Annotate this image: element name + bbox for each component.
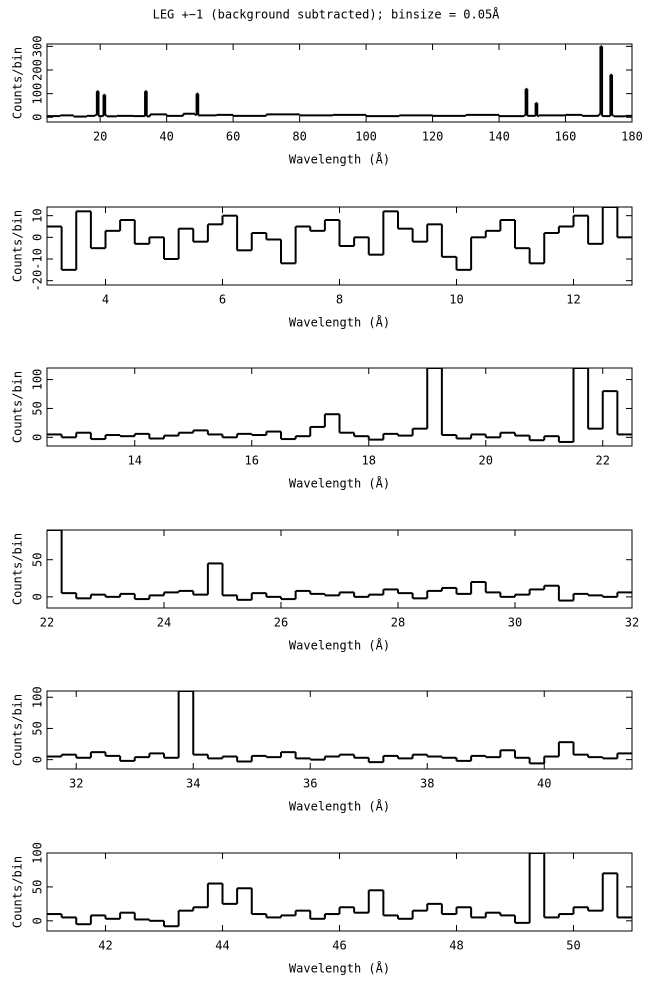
frame: [46, 690, 633, 770]
plot-area: [47, 530, 632, 602]
y-tick-label: 0: [31, 234, 45, 241]
plot-area: [47, 207, 632, 271]
x-tick-label: 10: [449, 293, 463, 307]
x-axis-label: Wavelength (Å): [289, 961, 390, 976]
x-tick-label: 180: [621, 130, 643, 144]
x-tick-label: 22: [596, 454, 610, 468]
x-tick-label: 120: [422, 130, 444, 144]
y-tick-label: 0: [31, 917, 45, 924]
x-tick-label: 38: [420, 777, 434, 791]
x-tick-label: 6: [219, 293, 226, 307]
x-tick-label: 20: [93, 130, 107, 144]
y-tick-label: 200: [31, 59, 45, 81]
x-tick-label: 34: [186, 777, 200, 791]
y-tick-label: 100: [31, 686, 45, 708]
y-tick-label: 0: [31, 114, 45, 121]
x-tick-label: 80: [292, 130, 306, 144]
y-tick-label: 50: [31, 552, 45, 566]
x-axis-label: Wavelength (Å): [289, 638, 390, 653]
x-tick-label: 100: [355, 130, 377, 144]
y-tick-label: -10: [31, 248, 45, 270]
plot-area: [47, 853, 632, 928]
y-axis-label: Counts/bin: [11, 371, 25, 443]
y-tick-label: 0: [31, 756, 45, 763]
x-tick-label: 32: [625, 616, 639, 630]
x-tick-label: 16: [245, 454, 259, 468]
x-tick-label: 24: [157, 616, 171, 630]
y-tick-label: 100: [31, 83, 45, 105]
x-tick-label: 4: [102, 293, 109, 307]
x-tick-label: 160: [555, 130, 577, 144]
frame: [46, 43, 633, 123]
x-tick-label: 60: [226, 130, 240, 144]
y-tick-label: 50: [31, 721, 45, 735]
x-tick-label: 26: [274, 616, 288, 630]
x-tick-label: 46: [332, 939, 346, 953]
plot-area: [47, 45, 632, 118]
x-tick-label: 18: [362, 454, 376, 468]
y-tick-label: 0: [31, 434, 45, 441]
x-tick-label: 44: [215, 939, 229, 953]
x-axis-label: Wavelength (Å): [289, 799, 390, 814]
x-tick-label: 12: [566, 293, 580, 307]
y-axis-label: Counts/bin: [11, 533, 25, 605]
x-tick-label: 50: [566, 939, 580, 953]
x-tick-label: 22: [40, 616, 54, 630]
y-tick-label: 10: [31, 208, 45, 222]
y-tick-label: 100: [31, 369, 45, 391]
plot-area: [47, 368, 632, 443]
frame: [46, 529, 633, 609]
plot-area: [47, 691, 632, 765]
x-tick-label: 30: [508, 616, 522, 630]
x-axis-label: Wavelength (Å): [289, 152, 390, 167]
y-tick-label: 50: [31, 401, 45, 415]
x-axis-label: Wavelength (Å): [289, 476, 390, 491]
x-tick-label: 20: [479, 454, 493, 468]
y-axis-label: Counts/bin: [11, 210, 25, 282]
x-tick-label: 8: [336, 293, 343, 307]
y-axis-label: Counts/bin: [11, 47, 25, 119]
x-tick-label: 40: [537, 777, 551, 791]
x-tick-label: 36: [303, 777, 317, 791]
y-tick-label: 0: [31, 593, 45, 600]
x-tick-label: 32: [69, 777, 83, 791]
x-tick-label: 42: [98, 939, 112, 953]
y-tick-label: -20: [31, 270, 45, 292]
x-tick-label: 14: [128, 454, 142, 468]
x-tick-label: 140: [488, 130, 510, 144]
y-tick-label: 50: [31, 880, 45, 894]
x-axis-label: Wavelength (Å): [289, 315, 390, 330]
x-tick-label: 28: [391, 616, 405, 630]
frame: [46, 367, 633, 447]
x-tick-label: 48: [449, 939, 463, 953]
page-title: LEG +−1 (background subtracted); binsize…: [153, 7, 501, 22]
y-tick-label: 300: [31, 36, 45, 58]
y-axis-label: Counts/bin: [11, 694, 25, 766]
y-axis-label: Counts/bin: [11, 856, 25, 928]
y-tick-label: 100: [31, 842, 45, 864]
x-tick-label: 40: [159, 130, 173, 144]
